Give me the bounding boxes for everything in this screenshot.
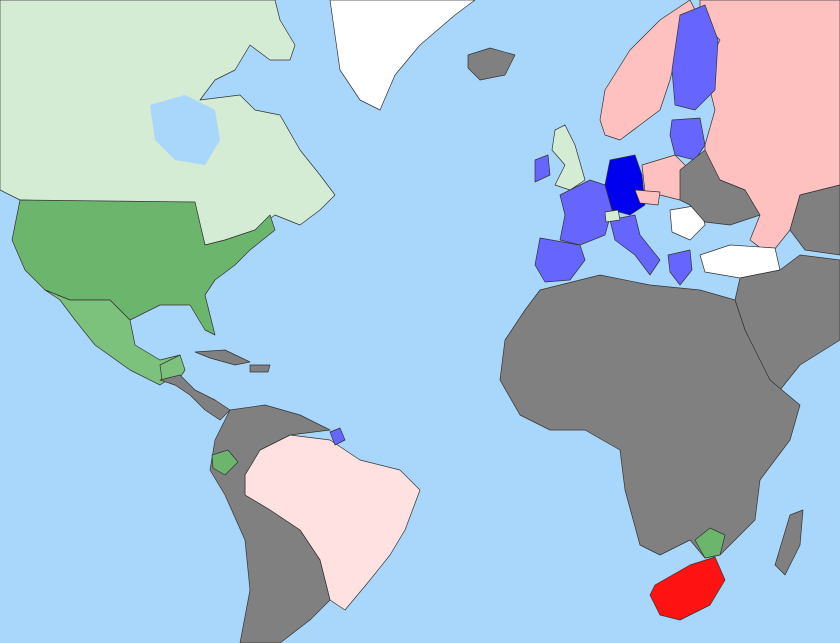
country-iceland[interactable] — [467, 47, 516, 81]
central-america[interactable] — [159, 374, 231, 421]
country-iberia[interactable] — [534, 237, 586, 283]
country-zimbabwe-area[interactable] — [694, 527, 726, 559]
caucasus-central-asia[interactable] — [789, 184, 840, 256]
country-ecuador[interactable] — [211, 449, 239, 476]
country-czechia[interactable] — [634, 189, 661, 206]
country-south-africa[interactable] — [649, 556, 726, 621]
country-cuba[interactable] — [194, 349, 251, 366]
country-greece[interactable] — [667, 249, 693, 286]
country-germany[interactable] — [604, 154, 646, 216]
country-french-guiana[interactable] — [329, 427, 346, 446]
south-america-west[interactable] — [209, 404, 331, 643]
country-ukraine-belarus[interactable] — [679, 149, 761, 226]
country-finland[interactable] — [671, 4, 719, 111]
country-ireland[interactable] — [534, 154, 551, 183]
country-greenland[interactable] — [329, 0, 476, 111]
country-switzerland[interactable] — [604, 209, 621, 223]
country-madagascar[interactable] — [774, 509, 804, 576]
hudson-bay — [150, 95, 220, 165]
country-haiti-dr[interactable] — [249, 364, 271, 373]
country-italy[interactable] — [609, 214, 661, 276]
country-france[interactable] — [559, 179, 613, 246]
